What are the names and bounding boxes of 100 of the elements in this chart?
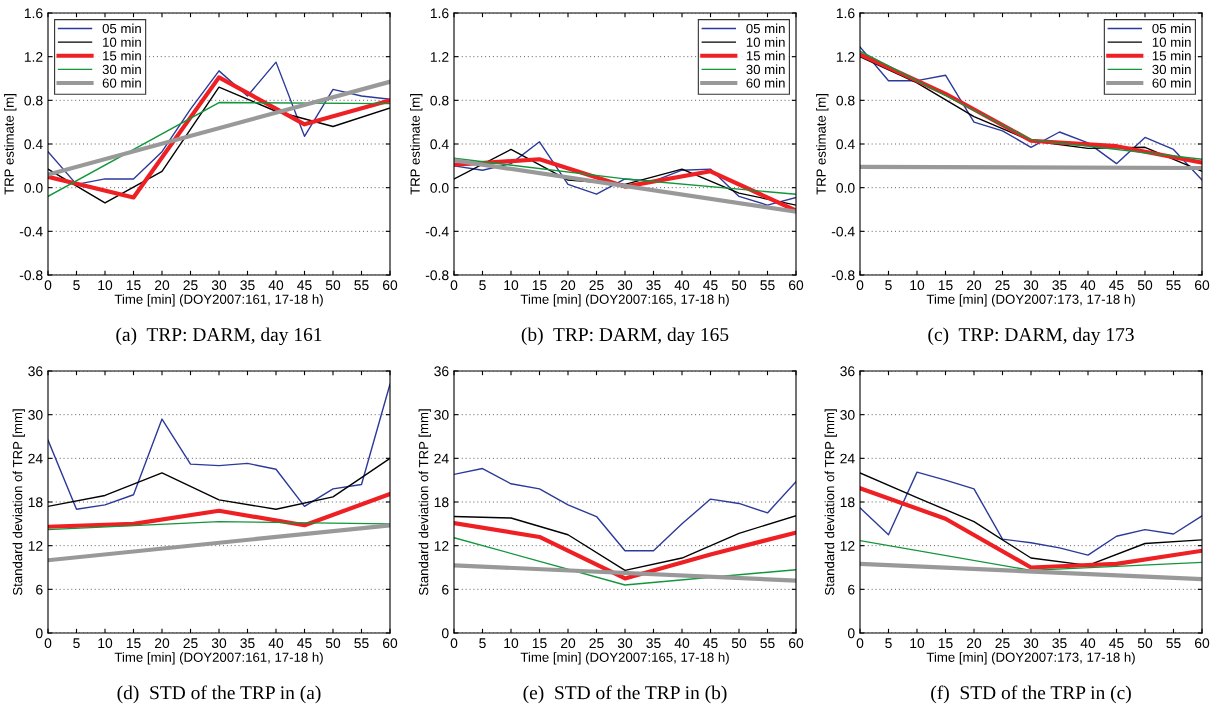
x-tick-label: 0 bbox=[856, 638, 864, 649]
x-tick-label: 40 bbox=[674, 280, 690, 291]
x-tick-label: 25 bbox=[183, 638, 198, 649]
x-tick-label: 5 bbox=[73, 280, 80, 291]
y-tick-label: 18 bbox=[840, 497, 855, 508]
legend-label: 60 min bbox=[746, 78, 785, 88]
x-tick-label: 25 bbox=[995, 280, 1010, 291]
x-tick-label: 60 bbox=[1194, 280, 1210, 291]
text: (e) STD of the TRP in (b) bbox=[523, 685, 727, 704]
x-tick-label: 10 bbox=[504, 638, 519, 649]
y-tick-label: 0.0 bbox=[836, 183, 855, 193]
x-tick-label: 60 bbox=[788, 638, 804, 649]
line-series bbox=[454, 467, 796, 552]
legend-label: 10 min bbox=[746, 37, 785, 47]
x-tick-label: 25 bbox=[589, 638, 604, 649]
y-tick-label: 30 bbox=[840, 410, 855, 420]
x-tick-label: 10 bbox=[98, 280, 113, 291]
line-series bbox=[48, 61, 390, 186]
x-tick-label: 35 bbox=[646, 638, 661, 649]
line-series bbox=[454, 521, 796, 581]
legend-label: 10 min bbox=[103, 37, 141, 47]
legend-label: 10 min bbox=[1152, 37, 1191, 47]
x-tick-label: 30 bbox=[617, 638, 633, 649]
legend-label: 30 min bbox=[746, 64, 785, 75]
y-tick-label: 1.6 bbox=[836, 8, 855, 19]
x-tick-label: 5 bbox=[885, 280, 892, 291]
y-tick-label: 0.8 bbox=[836, 95, 855, 106]
legend-label: 15 min bbox=[746, 50, 785, 61]
x-tick-label: 30 bbox=[211, 638, 227, 649]
text: (f) STD of the TRP in (c) bbox=[931, 685, 1131, 704]
x-tick-label: 35 bbox=[1052, 280, 1067, 291]
x-tick-label: 55 bbox=[760, 638, 775, 649]
y-tick-label: 0.4 bbox=[836, 139, 855, 150]
y-tick-label: -0.4 bbox=[831, 226, 855, 237]
x-tick-label: 15 bbox=[532, 280, 547, 291]
x-tick-label: 30 bbox=[1023, 280, 1039, 291]
y-tick-label: 36 bbox=[840, 366, 855, 377]
x-tick-label: 55 bbox=[354, 280, 369, 291]
y-tick-label: 0.4 bbox=[430, 139, 449, 150]
x-tick-label: 45 bbox=[703, 280, 718, 291]
x-tick-label: 55 bbox=[760, 280, 775, 291]
x-tick-label: 30 bbox=[617, 280, 633, 291]
x-tick-label: 15 bbox=[126, 280, 141, 291]
y-tick-label: 1.2 bbox=[836, 52, 855, 62]
y-tick-label: 36 bbox=[28, 366, 43, 377]
x-tick-label: 0 bbox=[450, 638, 458, 649]
x-tick-label: 25 bbox=[995, 638, 1010, 649]
x-tick-label: 0 bbox=[856, 280, 864, 291]
x-tick-label: 30 bbox=[211, 280, 227, 291]
y-tick-label: 0.8 bbox=[430, 95, 449, 106]
y-axis-title: TRP estimate [m] bbox=[4, 94, 17, 195]
legend-label: 30 min bbox=[1152, 64, 1191, 75]
y-tick-label: 24 bbox=[28, 453, 43, 464]
x-tick-label: 50 bbox=[731, 638, 747, 649]
x-tick-label: 45 bbox=[1109, 638, 1124, 649]
x-tick-label: 20 bbox=[966, 638, 982, 649]
x-tick-label: 60 bbox=[382, 280, 398, 291]
y-axis-title: Standard deviation of TRP [mm] bbox=[824, 409, 837, 596]
legend-label: 60 min bbox=[1152, 78, 1191, 88]
x-tick-label: 45 bbox=[703, 638, 718, 649]
y-tick-label: 1.2 bbox=[430, 52, 449, 62]
text: (a) TRP: DARM, day 161 bbox=[116, 327, 322, 346]
text: (b) TRP: DARM, day 165 bbox=[521, 327, 729, 346]
y-tick-label: 24 bbox=[840, 453, 855, 464]
text: (d) STD of the TRP in (a) bbox=[117, 685, 321, 704]
x-tick-label: 25 bbox=[589, 280, 604, 291]
x-tick-label: 15 bbox=[938, 638, 953, 649]
x-tick-label: 0 bbox=[450, 280, 458, 291]
y-tick-label: -0.4 bbox=[19, 226, 43, 237]
y-tick-label: 12 bbox=[434, 541, 449, 551]
x-tick-label: 20 bbox=[966, 280, 982, 291]
y-tick-label: 1.6 bbox=[24, 8, 43, 19]
y-tick-label: 30 bbox=[434, 410, 449, 420]
x-axis-title: Time [min] (DOY2007:173, 17-18 h) bbox=[926, 652, 1135, 665]
x-tick-label: 35 bbox=[1052, 638, 1067, 649]
x-tick-label: 60 bbox=[382, 638, 398, 649]
y-tick-label: 12 bbox=[28, 541, 43, 551]
x-tick-label: 20 bbox=[560, 280, 576, 291]
x-tick-label: 50 bbox=[1137, 280, 1153, 291]
y-axis-title: Standard deviation of TRP [mm] bbox=[12, 409, 25, 596]
y-tick-label: -0.8 bbox=[425, 270, 449, 281]
x-axis-title: Time [min] (DOY2007:173, 17-18 h) bbox=[926, 294, 1135, 307]
y-tick-label: 0.0 bbox=[24, 183, 43, 193]
legend-label: 60 min bbox=[102, 78, 141, 88]
y-axis-title: TRP estimate [m] bbox=[816, 94, 829, 195]
x-tick-label: 50 bbox=[731, 280, 747, 291]
x-tick-label: 5 bbox=[479, 638, 486, 649]
x-tick-label: 40 bbox=[268, 638, 284, 649]
line-series bbox=[48, 491, 390, 529]
y-tick-label: 0.4 bbox=[24, 139, 43, 150]
x-tick-label: 40 bbox=[674, 638, 690, 649]
x-tick-label: 35 bbox=[240, 280, 255, 291]
x-axis-title: Time [min] (DOY2007:161, 17-18 h) bbox=[114, 294, 323, 307]
y-tick-label: -0.4 bbox=[425, 226, 449, 237]
x-tick-label: 5 bbox=[885, 638, 892, 649]
y-tick-label: 0 bbox=[847, 628, 855, 639]
y-tick-label: -0.8 bbox=[19, 270, 43, 281]
x-tick-label: 35 bbox=[240, 638, 255, 649]
x-tick-label: 20 bbox=[154, 280, 170, 291]
y-tick-label: 1.6 bbox=[430, 8, 449, 19]
